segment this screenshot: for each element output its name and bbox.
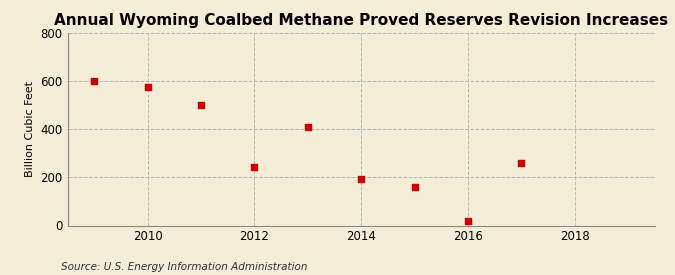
Point xyxy=(302,125,313,129)
Point xyxy=(249,164,260,169)
Title: Annual Wyoming Coalbed Methane Proved Reserves Revision Increases: Annual Wyoming Coalbed Methane Proved Re… xyxy=(54,13,668,28)
Point xyxy=(356,176,367,181)
Text: Source: U.S. Energy Information Administration: Source: U.S. Energy Information Administ… xyxy=(61,262,307,272)
Point xyxy=(409,185,420,189)
Y-axis label: Billion Cubic Feet: Billion Cubic Feet xyxy=(25,81,35,177)
Point xyxy=(89,79,100,83)
Point xyxy=(142,85,153,89)
Point xyxy=(462,218,473,223)
Point xyxy=(196,103,207,107)
Point xyxy=(516,161,526,165)
